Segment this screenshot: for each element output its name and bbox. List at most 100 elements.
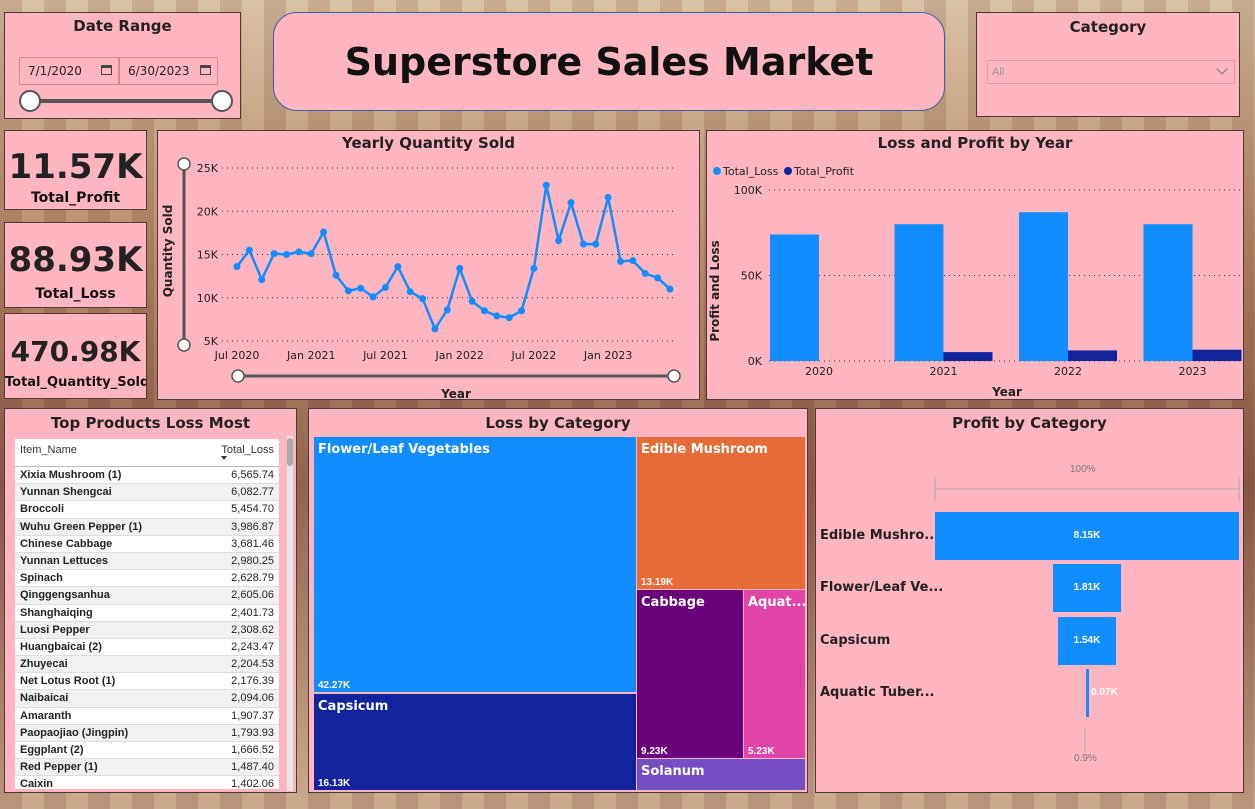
bar-total-loss[interactable] bbox=[1019, 212, 1068, 361]
date-slider-end-handle[interactable] bbox=[211, 90, 233, 112]
table-row[interactable]: Red Pepper (1) 1,487.40 bbox=[15, 759, 279, 777]
line-point[interactable] bbox=[542, 181, 550, 189]
line-point[interactable] bbox=[307, 250, 315, 258]
start-date-value: 7/1/2020 bbox=[28, 64, 82, 78]
y-range-slider-bottom-handle[interactable] bbox=[177, 338, 191, 352]
table-row[interactable]: Huangbaicai (2) 2,243.47 bbox=[15, 639, 279, 657]
x-range-slider-right-handle[interactable] bbox=[667, 369, 681, 383]
line-point[interactable] bbox=[431, 325, 439, 333]
line-point[interactable] bbox=[641, 270, 649, 278]
cell-item-name: Luosi Pepper bbox=[20, 623, 90, 636]
line-point[interactable] bbox=[456, 264, 464, 272]
table-scrollbar[interactable] bbox=[287, 436, 293, 791]
line-point[interactable] bbox=[357, 284, 365, 292]
line-point[interactable] bbox=[394, 263, 402, 271]
table-row[interactable]: Amaranth 1,907.37 bbox=[15, 708, 279, 725]
table-row[interactable]: Spinach 2,628.79 bbox=[15, 570, 279, 588]
line-point[interactable] bbox=[344, 287, 352, 295]
tile-value: 13.19K bbox=[641, 577, 674, 588]
calendar-icon[interactable] bbox=[200, 65, 211, 75]
table-row[interactable]: Wuhu Green Pepper (1) 3,986.87 bbox=[15, 518, 279, 536]
bar-total-profit[interactable] bbox=[943, 352, 993, 361]
line-point[interactable] bbox=[443, 306, 451, 314]
table-row[interactable]: Net Lotus Root (1) 2,176.39 bbox=[15, 673, 279, 691]
x-range-slider-left-handle[interactable] bbox=[231, 369, 245, 383]
funnel-bar[interactable] bbox=[1058, 617, 1116, 665]
treemap-tile-solanum[interactable]: Solanum bbox=[636, 758, 806, 791]
end-date-input[interactable]: 6/30/2023 bbox=[119, 57, 218, 85]
treemap-tile-edible-mushroom[interactable]: Edible Mushroom 13.19K bbox=[636, 436, 806, 590]
table-row[interactable]: Chinese Cabbage 3,681.46 bbox=[15, 536, 279, 553]
table-row[interactable]: Zhuyecai 2,204.53 bbox=[15, 656, 279, 674]
x-tick-label: 2022 bbox=[1054, 365, 1082, 378]
line-point[interactable] bbox=[505, 314, 513, 322]
y-range-slider-top-handle[interactable] bbox=[177, 157, 191, 171]
line-point[interactable] bbox=[629, 257, 637, 265]
line-point[interactable] bbox=[320, 228, 328, 236]
line-point[interactable] bbox=[555, 237, 563, 245]
line-point[interactable] bbox=[419, 295, 427, 303]
line-point[interactable] bbox=[604, 193, 612, 201]
column-header-total-loss[interactable]: Total_Loss bbox=[221, 444, 274, 456]
start-date-input[interactable]: 7/1/2020 bbox=[19, 57, 119, 85]
date-slider-start-handle[interactable] bbox=[19, 90, 41, 112]
date-slider-track[interactable] bbox=[31, 99, 223, 103]
line-point[interactable] bbox=[295, 248, 303, 256]
line-point[interactable] bbox=[592, 240, 600, 248]
line-point[interactable] bbox=[493, 312, 501, 320]
yearly-y-axis-title: Quantity Sold bbox=[161, 205, 175, 298]
funnel-bar[interactable] bbox=[1085, 669, 1089, 717]
category-dropdown[interactable]: All bbox=[987, 60, 1235, 84]
funnel-bar[interactable] bbox=[935, 512, 1239, 560]
table-row[interactable]: Naibaicai 2,094.06 bbox=[15, 690, 279, 708]
table-row[interactable]: Shanghaiqing 2,401.73 bbox=[15, 605, 279, 622]
line-point[interactable] bbox=[369, 293, 377, 301]
chevron-down-icon[interactable] bbox=[1216, 63, 1228, 75]
table-row[interactable]: Qinggengsanhua 2,605.06 bbox=[15, 587, 279, 605]
bar-total-loss[interactable] bbox=[770, 234, 819, 361]
table-row[interactable]: Yunnan Lettuces 2,980.25 bbox=[15, 552, 279, 571]
table-row[interactable]: Broccoli 5,454.70 bbox=[15, 501, 279, 519]
line-point[interactable] bbox=[567, 199, 575, 207]
bar-total-profit[interactable] bbox=[1192, 349, 1242, 361]
treemap-tile-aquatic[interactable]: Aquat... 5.23K bbox=[743, 589, 806, 759]
line-point[interactable] bbox=[381, 283, 389, 291]
treemap-tile-flower-leaf[interactable]: Flower/Leaf Vegetables 42.27K bbox=[313, 436, 637, 693]
line-point[interactable] bbox=[530, 264, 538, 272]
line-point[interactable] bbox=[579, 240, 587, 248]
line-point[interactable] bbox=[270, 250, 278, 258]
line-point[interactable] bbox=[332, 271, 340, 279]
line-point[interactable] bbox=[518, 307, 526, 315]
funnel-bar[interactable] bbox=[1053, 564, 1121, 612]
line-point[interactable] bbox=[468, 297, 476, 305]
bar-total-loss[interactable] bbox=[894, 224, 944, 361]
cell-total-loss: 2,243.47 bbox=[231, 640, 274, 653]
line-point[interactable] bbox=[233, 263, 241, 271]
table-scrollbar-thumb[interactable] bbox=[287, 438, 293, 466]
column-header-item-name[interactable]: Item_Name bbox=[20, 444, 77, 456]
table-row[interactable]: Caixin 1,402.06 bbox=[15, 776, 279, 792]
table-row[interactable]: Luosi Pepper 2,308.62 bbox=[15, 621, 279, 639]
line-point[interactable] bbox=[245, 246, 253, 254]
treemap-tile-cabbage[interactable]: Cabbage 9.23K bbox=[636, 589, 744, 759]
line-point[interactable] bbox=[282, 251, 290, 258]
calendar-icon[interactable] bbox=[101, 65, 112, 75]
line-point[interactable] bbox=[406, 288, 414, 296]
yearly-chart-svg: 25K 20K 15K 10K 5K Jul 2020 Jan 2021 Jul 2021 J… bbox=[161, 157, 681, 400]
x-tick-label: Jul 2020 bbox=[214, 349, 260, 362]
treemap-tile-capsicum[interactable]: Capsicum 16.13K bbox=[313, 693, 637, 791]
line-point[interactable] bbox=[617, 257, 625, 265]
table-row[interactable]: Xixia Mushroom (1) 6,565.74 bbox=[15, 467, 279, 485]
yearly-x-axis-title: Year bbox=[440, 387, 471, 400]
line-point[interactable] bbox=[654, 274, 662, 282]
table-row[interactable]: Eggplant (2) 1,666.52 bbox=[15, 742, 279, 760]
top-products-title: Top Products Loss Most bbox=[50, 414, 251, 432]
table-row[interactable]: Paopaojiao (Jingpin) 1,793.93 bbox=[15, 724, 279, 742]
bar-total-loss[interactable] bbox=[1143, 224, 1193, 361]
bar-total-profit[interactable] bbox=[1068, 350, 1117, 361]
line-point[interactable] bbox=[258, 276, 266, 284]
line-point[interactable] bbox=[666, 285, 674, 293]
table-row[interactable]: Yunnan Shengcai 6,082.77 bbox=[15, 484, 279, 502]
funnel-top-percent: 100% bbox=[1070, 464, 1096, 475]
line-point[interactable] bbox=[480, 307, 488, 315]
